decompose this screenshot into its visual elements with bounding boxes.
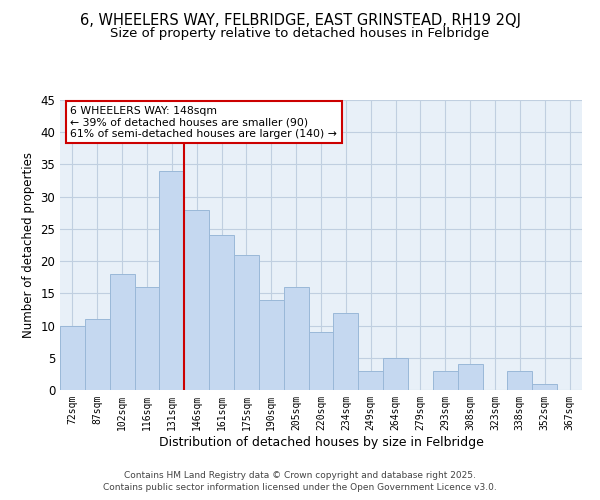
Bar xyxy=(458,364,482,390)
X-axis label: Distribution of detached houses by size in Felbridge: Distribution of detached houses by size … xyxy=(158,436,484,448)
Bar xyxy=(433,370,458,390)
Bar xyxy=(234,254,259,390)
Bar xyxy=(259,300,284,390)
Bar xyxy=(184,210,209,390)
Bar xyxy=(532,384,557,390)
Bar xyxy=(134,287,160,390)
Text: Contains public sector information licensed under the Open Government Licence v3: Contains public sector information licen… xyxy=(103,483,497,492)
Bar xyxy=(160,171,184,390)
Text: 6 WHEELERS WAY: 148sqm
← 39% of detached houses are smaller (90)
61% of semi-det: 6 WHEELERS WAY: 148sqm ← 39% of detached… xyxy=(70,106,337,139)
Y-axis label: Number of detached properties: Number of detached properties xyxy=(22,152,35,338)
Bar xyxy=(508,370,532,390)
Bar xyxy=(85,319,110,390)
Bar xyxy=(308,332,334,390)
Bar xyxy=(284,287,308,390)
Bar xyxy=(60,326,85,390)
Text: Contains HM Land Registry data © Crown copyright and database right 2025.: Contains HM Land Registry data © Crown c… xyxy=(124,470,476,480)
Bar xyxy=(358,370,383,390)
Bar xyxy=(209,236,234,390)
Bar xyxy=(334,312,358,390)
Text: Size of property relative to detached houses in Felbridge: Size of property relative to detached ho… xyxy=(110,28,490,40)
Bar xyxy=(110,274,134,390)
Text: 6, WHEELERS WAY, FELBRIDGE, EAST GRINSTEAD, RH19 2QJ: 6, WHEELERS WAY, FELBRIDGE, EAST GRINSTE… xyxy=(79,12,521,28)
Bar xyxy=(383,358,408,390)
